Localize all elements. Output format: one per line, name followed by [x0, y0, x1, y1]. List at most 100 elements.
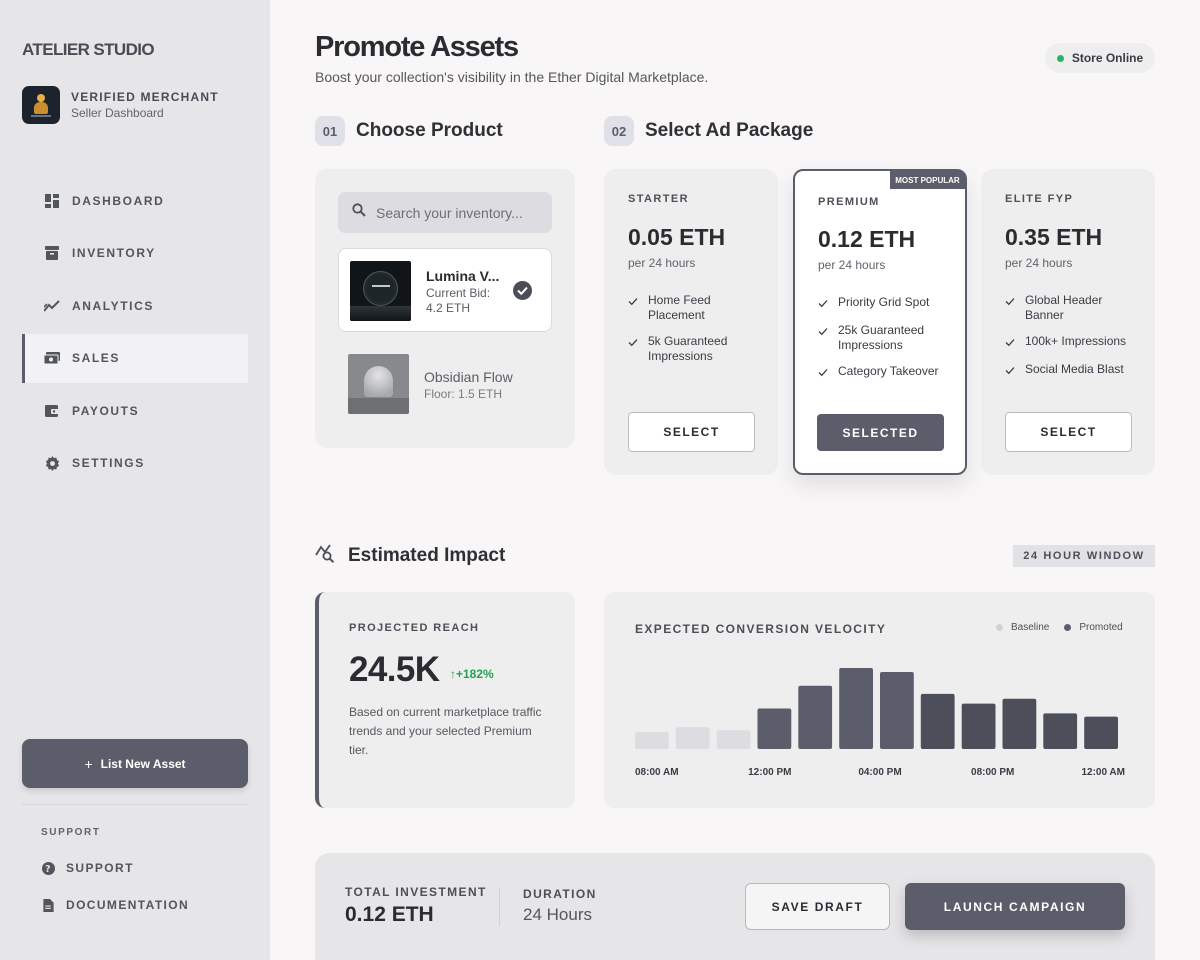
sidebar-item-dashboard[interactable]: DASHBOARD [22, 176, 248, 225]
support-link[interactable]: ? SUPPORT [41, 861, 134, 875]
product-name: Obsidian Flow [424, 369, 513, 385]
sidebar-item-inventory[interactable]: INVENTORY [22, 229, 248, 278]
chart-bar-promoted [1002, 698, 1037, 749]
sidebar-item-settings[interactable]: SETTINGS [22, 439, 248, 488]
reach-note: Based on current marketplace traffic tre… [349, 705, 542, 757]
package-card-elite[interactable]: ELITE FYP 0.35 ETH per 24 hours Global H… [981, 169, 1155, 475]
package-tier: ELITE FYP [1005, 193, 1074, 205]
chart-bar-baseline [635, 732, 669, 749]
most-popular-badge: MOST POPULAR [890, 171, 965, 189]
conversion-velocity-card: EXPECTED CONVERSION VELOCITY Baseline Pr… [604, 592, 1155, 808]
feature-item: Home Feed Placement [628, 293, 763, 323]
status-dot-icon [1056, 54, 1064, 62]
payouts-icon [44, 403, 60, 419]
document-icon [41, 898, 55, 912]
check-icon [1005, 334, 1017, 351]
feature-item: 5k Guaranteed Impressions [628, 334, 763, 364]
sidebar-item-analytics[interactable]: ANALYTICS [22, 281, 248, 330]
select-premium-button[interactable]: SELECTED [817, 414, 944, 451]
legend-label: Baseline [1011, 622, 1050, 633]
sidebar-item-label: DASHBOARD [72, 193, 165, 208]
sidebar-item-label: PAYOUTS [72, 403, 140, 418]
search-icon [352, 203, 366, 222]
footer-divider [499, 887, 500, 926]
check-icon [818, 295, 830, 312]
step-label: Choose Product [356, 120, 503, 141]
legend-swatch [996, 624, 1003, 631]
sidebar-item-label: SETTINGS [72, 456, 145, 470]
merchant-subtitle: Seller Dashboard [71, 106, 164, 120]
step-number: 02 [604, 116, 634, 146]
select-elite-button[interactable]: SELECT [1005, 412, 1132, 452]
check-icon [818, 364, 830, 381]
page-subtitle: Boost your collection's visibility in th… [315, 69, 709, 85]
plus-icon: + [84, 755, 93, 772]
feature-item: Social Media Blast [1005, 362, 1140, 379]
reach-value: 24.5K [349, 650, 440, 689]
support-heading: SUPPORT [41, 827, 101, 838]
search-input[interactable] [376, 204, 536, 221]
product-meta: Floor: 1.5 ETH [424, 387, 503, 401]
window-badge: 24 HOUR WINDOW [1013, 545, 1155, 567]
trend-search-icon [315, 543, 336, 568]
check-icon [1005, 293, 1017, 323]
save-draft-button[interactable]: SAVE DRAFT [745, 883, 890, 930]
chart-bar-baseline [675, 727, 710, 749]
sidebar-item-payouts[interactable]: PAYOUTS [22, 386, 248, 435]
legend-swatch [1064, 624, 1072, 631]
package-features: Home Feed Placement 5k Guaranteed Impres… [628, 293, 763, 375]
product-card-selected[interactable]: Lumina V... Current Bid: 4.2 ETH [338, 248, 552, 332]
merchant-title: VERIFIED MERCHANT [71, 90, 219, 104]
list-new-asset-button[interactable]: + List New Asset [22, 739, 248, 788]
documentation-link[interactable]: DOCUMENTATION [41, 898, 189, 912]
feature-item: Category Takeover [818, 364, 953, 381]
investment-value: 0.12 ETH [345, 903, 434, 926]
search-box[interactable] [338, 192, 552, 233]
analytics-icon [44, 298, 60, 314]
impact-title: Estimated Impact [348, 544, 506, 566]
brand-logo: ATELIER STUDIO [22, 40, 155, 59]
merchant-profile[interactable]: VERIFIED MERCHANT Seller Dashboard [22, 86, 219, 124]
package-features: Priority Grid Spot 25k Guaranteed Impres… [818, 295, 953, 392]
package-period: per 24 hours [628, 256, 696, 270]
feature-item: Global Header Banner [1005, 293, 1140, 323]
package-price: 0.05 ETH [628, 224, 726, 250]
legend-label: Promoted [1079, 622, 1123, 633]
gear-icon [44, 455, 60, 471]
impact-header: Estimated Impact [315, 543, 505, 568]
sidebar-nav: DASHBOARD INVENTORY ANALYTICS SALES PAYO… [22, 176, 248, 491]
launch-campaign-button[interactable]: LAUNCH CAMPAIGN [905, 883, 1125, 930]
documentation-link-label: DOCUMENTATION [66, 898, 190, 912]
sidebar-item-sales[interactable]: SALES [22, 333, 248, 383]
projected-reach-card: PROJECTED REACH 24.5K ↑+182% Based on cu… [315, 592, 575, 808]
conversion-velocity-chart: 08:00 AM 12:00 PM 04:00 PM 08:00 PM 12:00 AM [635, 668, 1125, 778]
package-card-starter[interactable]: STARTER 0.05 ETH per 24 hours Home Feed … [604, 169, 778, 475]
reach-label: PROJECTED REACH [349, 622, 480, 634]
legend-item-baseline: Baseline [996, 622, 1049, 633]
duration-value: 24 Hours [523, 905, 592, 924]
feature-item: Priority Grid Spot [818, 295, 953, 312]
step-choose-product-header: 01 Choose Product [315, 116, 503, 146]
select-starter-button[interactable]: SELECT [628, 412, 755, 452]
chart-title: EXPECTED CONVERSION VELOCITY [635, 622, 887, 636]
chart-bar-promoted [1084, 716, 1118, 749]
package-card-premium[interactable]: MOST POPULAR PREMIUM 0.12 ETH per 24 hou… [793, 169, 967, 475]
chart-bar-promoted [880, 672, 914, 749]
sidebar-divider [22, 804, 248, 805]
x-tick-label: 08:00 AM [635, 767, 679, 778]
package-tier: STARTER [628, 193, 689, 205]
sidebar-item-label: SALES [72, 351, 121, 365]
product-card[interactable]: Obsidian Flow Floor: 1.5 ETH [348, 354, 552, 414]
list-new-asset-label: List New Asset [100, 756, 186, 771]
chart-bar-promoted [1043, 713, 1078, 749]
help-icon: ? [41, 861, 55, 875]
x-tick-label: 12:00 AM [1081, 767, 1125, 778]
sidebar-item-label: INVENTORY [72, 246, 156, 260]
chart-legend: Baseline Promoted [996, 622, 1138, 633]
package-features: Global Header Banner 100k+ Impressions S… [1005, 293, 1140, 390]
check-icon [628, 334, 640, 364]
chart-bar-promoted [920, 693, 955, 749]
product-thumbnail [348, 354, 409, 414]
product-meta: Current Bid: 4.2 ETH [426, 286, 491, 315]
check-icon [818, 323, 830, 353]
